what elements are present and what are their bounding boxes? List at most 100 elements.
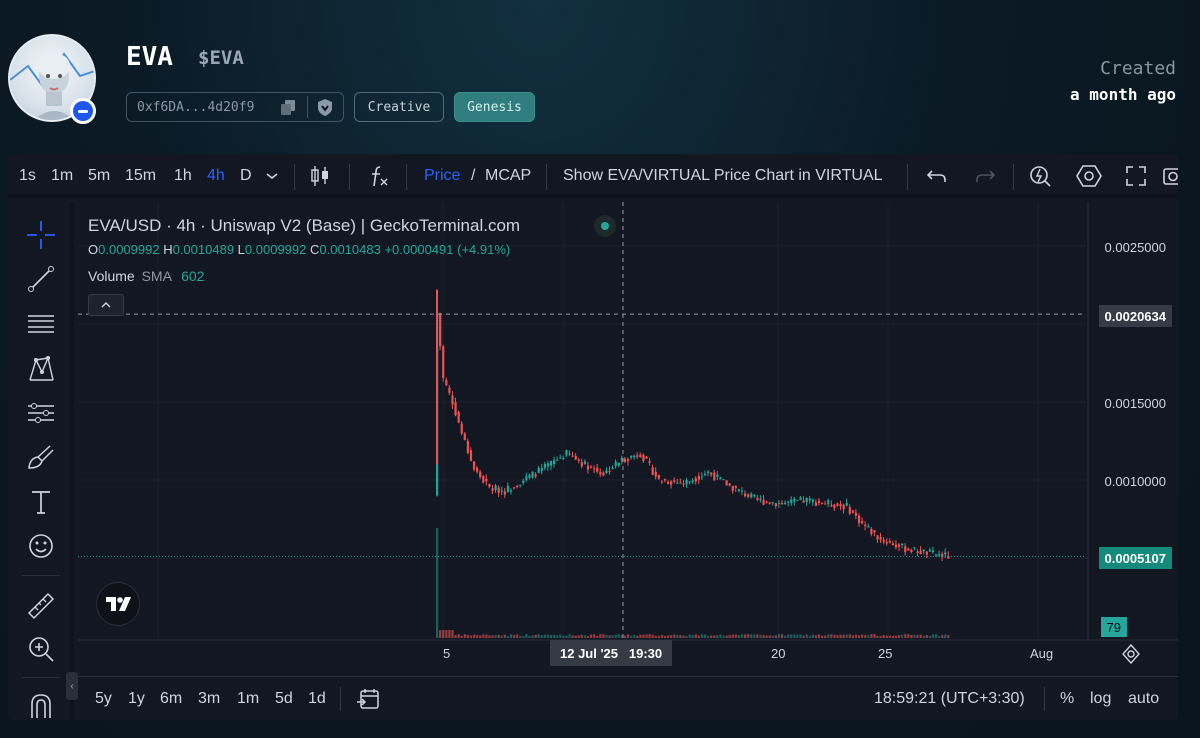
axis-settings-icon[interactable]: [1121, 643, 1141, 669]
tag-genesis[interactable]: Genesis: [454, 92, 535, 122]
volume-bar: [873, 634, 876, 638]
show-virtual-chart-button[interactable]: Show EVA/VIRTUAL Price Chart in VIRTUAL: [563, 167, 883, 184]
candle-body: [599, 471, 602, 475]
candle-body: [630, 455, 633, 458]
candle-body: [867, 526, 870, 528]
interval-dropdown-icon[interactable]: [265, 154, 279, 198]
range-1d[interactable]: 1d: [308, 689, 326, 707]
tag-creative[interactable]: Creative: [354, 92, 444, 122]
settings-icon[interactable]: [1076, 154, 1102, 198]
interval-1h[interactable]: 1h: [174, 167, 192, 184]
volume-bar: [546, 634, 550, 638]
candle-body: [802, 500, 805, 503]
range-5d[interactable]: 5d: [275, 689, 293, 707]
measure-lines-icon[interactable]: [24, 396, 58, 430]
high-value: 0.0010489: [172, 242, 235, 257]
volume-bar: [793, 634, 796, 638]
toolbar-divider: [907, 164, 908, 190]
candle-body: [916, 551, 919, 553]
trend-line-icon[interactable]: [24, 262, 58, 296]
candle-body: [457, 411, 460, 423]
volume-bar: [460, 635, 463, 638]
candle-body: [873, 530, 876, 533]
sma-label: SMA: [141, 268, 172, 284]
volume-bar: [710, 635, 713, 638]
volume-bar: [516, 634, 519, 638]
plot-area[interactable]: [78, 202, 1178, 672]
candle-body: [747, 494, 750, 497]
pattern-icon[interactable]: [24, 352, 58, 386]
candle-body: [611, 468, 614, 470]
percent-toggle[interactable]: %: [1060, 689, 1075, 707]
candles-icon[interactable]: [309, 154, 331, 198]
interval-d[interactable]: D: [240, 167, 252, 184]
collapse-legend-button[interactable]: [88, 294, 124, 316]
candle-body: [907, 548, 910, 551]
interval-5m[interactable]: 5m: [88, 167, 111, 184]
candle-body: [463, 433, 466, 441]
screenshot-icon[interactable]: [1163, 154, 1178, 198]
collapse-toolbar-icon[interactable]: ‹: [66, 672, 78, 700]
candle-body: [864, 524, 867, 526]
crosshair-icon[interactable]: [24, 218, 58, 252]
volume-bar: [898, 635, 901, 638]
clock-timezone[interactable]: 18:59:21 (UTC+3:30): [874, 689, 1025, 707]
ruler-icon[interactable]: [24, 589, 58, 623]
explorer-icon[interactable]: [317, 99, 333, 116]
contract-address-box[interactable]: 0xf6DA...4d20f9: [126, 92, 344, 122]
text-icon[interactable]: [24, 485, 58, 519]
zoom-in-icon[interactable]: [24, 632, 58, 666]
candle-body: [620, 457, 623, 461]
interval-1s[interactable]: 1s: [19, 167, 36, 184]
price-axis-label: 0.0025000: [1104, 240, 1166, 255]
volume-bar: [857, 635, 861, 638]
range-6m[interactable]: 6m: [160, 689, 183, 707]
fib-lines-icon[interactable]: [24, 307, 58, 341]
redo-icon[interactable]: [974, 154, 996, 198]
interval-4h[interactable]: 4h: [207, 167, 225, 184]
emoji-icon[interactable]: [24, 529, 58, 563]
copy-icon[interactable]: [281, 100, 295, 115]
candle-body: [765, 501, 768, 503]
address-divider: [307, 96, 308, 118]
volume-bar: [700, 634, 704, 638]
volume-bar: [713, 635, 716, 638]
candle-body: [756, 497, 759, 500]
interval-15m[interactable]: 15m: [125, 167, 157, 184]
candle-body: [713, 472, 716, 480]
volume-bar: [657, 635, 660, 638]
range-1m[interactable]: 1m: [237, 689, 260, 707]
range-5y[interactable]: 5y: [95, 689, 112, 707]
price-toggle[interactable]: Price: [424, 167, 461, 184]
volume-bar: [590, 634, 593, 638]
indicators-icon[interactable]: [366, 154, 390, 198]
volume-bar: [667, 635, 670, 638]
undo-icon[interactable]: [926, 154, 948, 198]
candle-body: [725, 480, 728, 486]
range-3m[interactable]: 3m: [198, 689, 221, 707]
tool-divider: [22, 677, 60, 678]
volume-bar: [553, 634, 556, 638]
volume-bar: [436, 528, 439, 638]
fullscreen-icon[interactable]: [1125, 154, 1147, 198]
volume-bar: [500, 635, 503, 638]
range-1y[interactable]: 1y: [128, 689, 145, 707]
candle-body: [753, 494, 756, 497]
candle-body: [614, 461, 617, 466]
brush-icon[interactable]: [24, 440, 58, 474]
volume-bar: [534, 634, 537, 638]
volume-bar: [762, 635, 765, 638]
mcap-toggle[interactable]: MCAP: [485, 167, 532, 184]
go-to-date-icon[interactable]: [356, 687, 380, 716]
quick-search-icon[interactable]: [1028, 154, 1052, 198]
price-axis-label: 0.0015000: [1104, 396, 1166, 411]
candle-body: [636, 455, 639, 457]
magnet-icon[interactable]: [24, 688, 58, 720]
interval-1m[interactable]: 1m: [51, 167, 74, 184]
candle-body: [519, 484, 522, 486]
tradingview-logo-icon[interactable]: [96, 582, 140, 626]
volume-bar: [740, 634, 744, 638]
log-toggle[interactable]: log: [1090, 689, 1112, 707]
auto-toggle[interactable]: auto: [1128, 689, 1160, 707]
candle-body: [780, 503, 784, 505]
